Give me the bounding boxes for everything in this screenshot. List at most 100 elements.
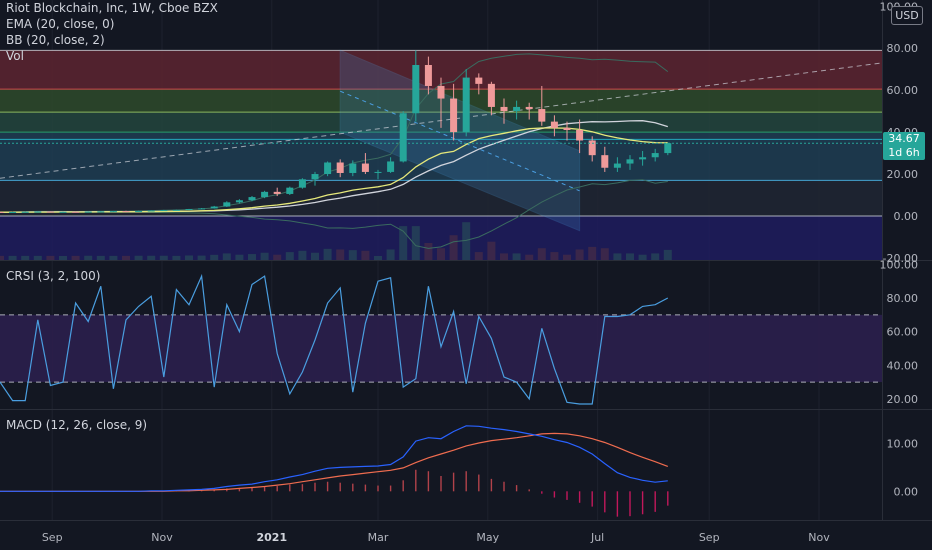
candle[interactable] <box>34 211 42 213</box>
macd-histogram-bar <box>364 484 367 492</box>
macd-histogram-bar <box>301 484 304 492</box>
candle[interactable] <box>336 162 344 173</box>
candle[interactable] <box>0 211 4 213</box>
crsi-axis-tick: 80.00 <box>887 292 919 305</box>
volume-bar <box>222 253 231 260</box>
macd-histogram-bar <box>478 474 480 492</box>
candle[interactable] <box>601 155 609 168</box>
candle[interactable] <box>172 209 180 211</box>
candle[interactable] <box>223 202 231 207</box>
crsi-line[interactable] <box>0 273 669 405</box>
candle[interactable] <box>21 211 29 213</box>
candle[interactable] <box>349 163 357 173</box>
time-axis-tick: Nov <box>151 531 173 544</box>
volume-bar <box>159 255 168 260</box>
macd-histogram-bar <box>452 472 455 492</box>
macd-histogram-bar <box>339 482 341 492</box>
candle[interactable] <box>311 174 319 180</box>
candle[interactable] <box>147 210 155 212</box>
candle[interactable] <box>387 161 395 172</box>
candle[interactable] <box>399 113 407 162</box>
volume-bar <box>235 254 244 260</box>
candle[interactable] <box>374 171 382 173</box>
macd-line[interactable] <box>0 425 668 492</box>
macd-histogram-bar <box>326 481 329 492</box>
time-axis-tick: May <box>476 531 499 544</box>
candle[interactable] <box>639 157 647 160</box>
indicator-ema-label[interactable]: EMA (20, close, 0) <box>6 17 115 31</box>
candle[interactable] <box>298 179 306 188</box>
candle[interactable] <box>412 65 420 114</box>
candle[interactable] <box>500 106 508 112</box>
candle[interactable] <box>525 106 533 110</box>
macd-histogram-bar <box>541 491 543 494</box>
macd-histogram-bar <box>578 491 581 503</box>
candle[interactable] <box>424 65 432 86</box>
candle[interactable] <box>198 208 206 210</box>
candle[interactable] <box>513 106 521 112</box>
volume-bar <box>273 254 282 260</box>
crsi-legend[interactable]: CRSI (3, 2, 100) <box>6 269 101 283</box>
candle[interactable] <box>664 143 672 154</box>
candle[interactable] <box>324 162 332 175</box>
candle[interactable] <box>9 211 17 213</box>
candle[interactable] <box>361 163 369 172</box>
indicator-bb-label[interactable]: BB (20, close, 2) <box>6 33 105 47</box>
volume-bar <box>638 254 647 260</box>
volume-bar <box>348 250 357 260</box>
macd-legend[interactable]: MACD (12, 26, close, 9) <box>6 418 148 432</box>
candle[interactable] <box>210 206 218 209</box>
volume-bar <box>626 253 634 260</box>
candle[interactable] <box>235 200 243 203</box>
candle[interactable] <box>97 211 105 213</box>
candle[interactable] <box>550 121 558 128</box>
candle[interactable] <box>84 211 92 213</box>
candle[interactable] <box>437 85 445 99</box>
candle[interactable] <box>59 211 67 213</box>
volume-bar <box>424 243 433 260</box>
volume-bar <box>487 241 496 260</box>
candle[interactable] <box>475 77 483 84</box>
indicator-vol-label[interactable]: Vol <box>6 49 24 63</box>
currency-button[interactable]: USD <box>891 6 923 25</box>
volume-bar <box>96 255 105 260</box>
volume-bar <box>33 255 42 260</box>
volume-bar <box>0 255 4 260</box>
volume-bar <box>285 252 294 260</box>
candle[interactable] <box>613 163 621 168</box>
candle[interactable] <box>588 140 596 156</box>
candle[interactable] <box>248 197 256 201</box>
candle[interactable] <box>450 98 458 133</box>
volume-bar <box>537 248 546 260</box>
volume-bar <box>59 256 67 260</box>
candle[interactable] <box>109 211 117 213</box>
candle[interactable] <box>576 130 584 141</box>
candle[interactable] <box>261 191 269 198</box>
symbol-title: Riot Blockchain, Inc, 1W, Cboe BZX <box>6 1 218 15</box>
candle[interactable] <box>286 187 294 194</box>
volume-bar <box>462 222 471 260</box>
channel-midline <box>340 90 580 192</box>
candle[interactable] <box>185 209 193 211</box>
candle[interactable] <box>626 159 634 164</box>
macd-histogram-bar <box>465 471 467 492</box>
price-axis-tick: 0.00 <box>894 210 919 223</box>
candle[interactable] <box>487 83 495 107</box>
volume-bar <box>311 252 319 260</box>
candle[interactable] <box>563 127 571 130</box>
candle[interactable] <box>651 153 659 158</box>
candle[interactable] <box>160 210 168 212</box>
candle[interactable] <box>273 191 281 194</box>
candle[interactable] <box>46 211 54 213</box>
volume-bar <box>323 248 332 260</box>
candle[interactable] <box>135 210 143 212</box>
candle[interactable] <box>538 109 546 122</box>
candle[interactable] <box>72 211 80 213</box>
volume-bar <box>172 255 181 260</box>
volume-bar <box>500 253 508 260</box>
candle[interactable] <box>122 211 130 213</box>
macd-histogram-bar <box>503 481 505 492</box>
candle[interactable] <box>462 77 470 133</box>
volume-bar <box>185 255 193 260</box>
